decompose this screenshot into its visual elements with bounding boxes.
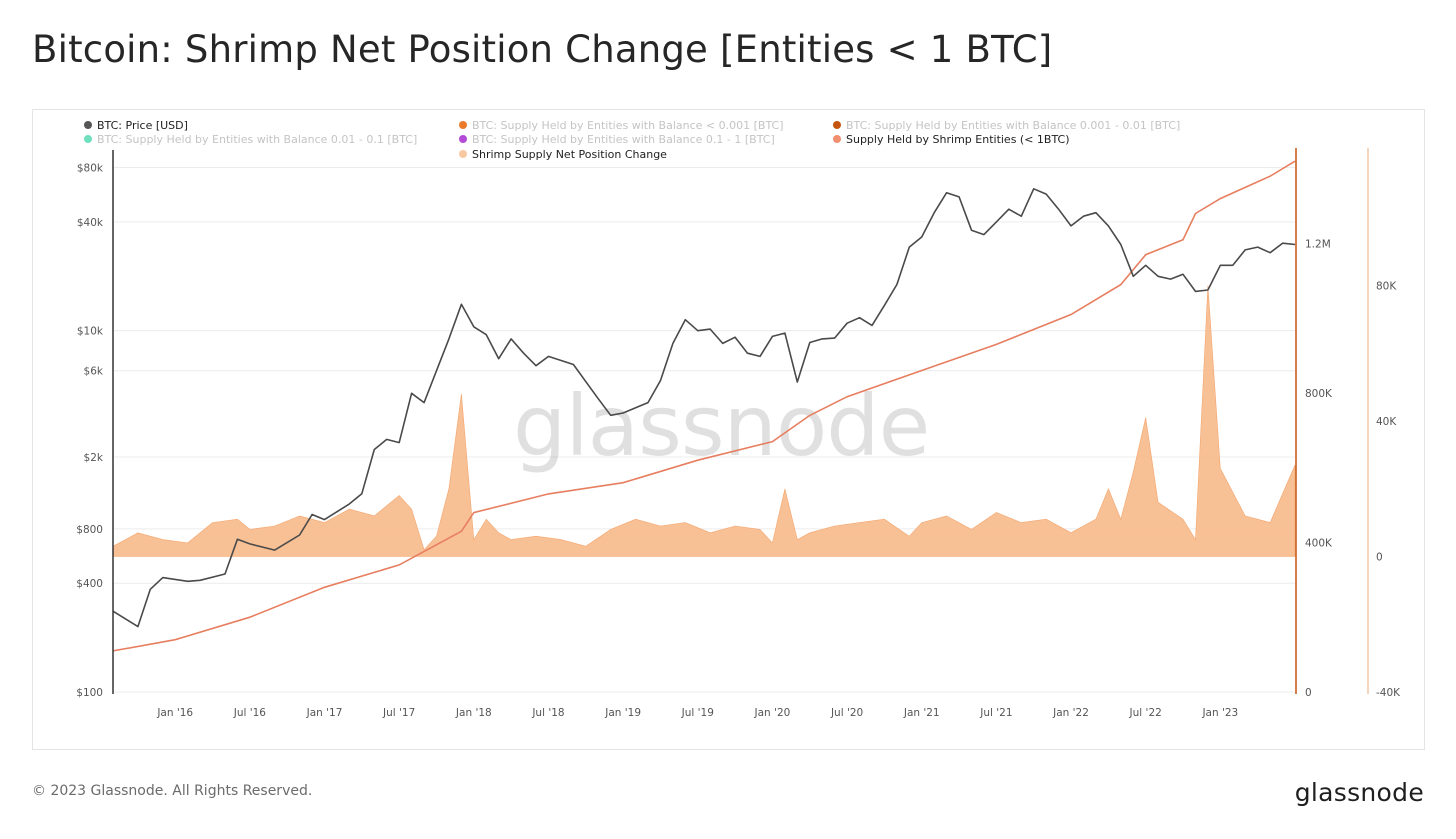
y-right2-tick-label: 40K	[1376, 416, 1397, 428]
legend-marker	[84, 135, 92, 143]
x-tick-label: Jan '22	[1052, 707, 1089, 719]
legend-label: BTC: Supply Held by Entities with Balanc…	[472, 119, 784, 132]
x-tick-label: Jul '19	[681, 707, 714, 719]
legend-label: BTC: Supply Held by Entities with Balanc…	[472, 133, 775, 146]
series-lines	[112, 160, 1296, 652]
legend-label: Shrimp Supply Net Position Change	[472, 148, 667, 161]
legend-item[interactable]: BTC: Price [USD]	[84, 119, 188, 132]
x-tick-label: Jul '18	[531, 707, 564, 719]
legend-marker	[833, 135, 841, 143]
legend-item[interactable]: BTC: Supply Held by Entities with Balanc…	[84, 133, 417, 146]
y-right1-tick-label: 800K	[1305, 388, 1333, 400]
y-left-tick-label: $80k	[77, 163, 104, 175]
legend-label: BTC: Price [USD]	[97, 119, 188, 132]
legend-label: BTC: Supply Held by Entities with Balanc…	[846, 119, 1180, 132]
x-tick-label: Jul '22	[1129, 707, 1162, 719]
legend-item[interactable]: Supply Held by Shrimp Entities (< 1BTC)	[833, 133, 1070, 146]
legend-label: Supply Held by Shrimp Entities (< 1BTC)	[846, 133, 1070, 146]
chart-svg: glassnode $80k $40k $10k $6k $2k $800 $400 $100…	[76, 119, 1401, 719]
y-left-tick-label: $6k	[84, 366, 104, 378]
y-right2-tick-label: 80K	[1376, 281, 1397, 293]
x-tick-label: Jul '21	[979, 707, 1012, 719]
legend-marker	[833, 121, 841, 129]
legend-item[interactable]: BTC: Supply Held by Entities with Balanc…	[459, 119, 784, 132]
x-tick-label: Jul '20	[830, 707, 863, 719]
legend-item[interactable]: BTC: Supply Held by Entities with Balanc…	[833, 119, 1180, 132]
y-right2-tick-label: -40K	[1376, 687, 1401, 699]
y-right2-tick-label: 0	[1376, 552, 1383, 564]
x-tick-label: Jan '18	[455, 707, 492, 719]
btc-price-line	[112, 188, 1296, 628]
legend-marker	[459, 150, 467, 158]
x-tick-label: Jan '21	[903, 707, 940, 719]
legend-item[interactable]: BTC: Supply Held by Entities with Balanc…	[459, 133, 775, 146]
y-left-tick-label: $10k	[77, 326, 104, 338]
y-left-tick-label: $2k	[84, 452, 104, 464]
page-title: Bitcoin: Shrimp Net Position Change [Ent…	[32, 28, 1053, 71]
chart-frame: glassnode $80k $40k $10k $6k $2k $800 $400 $100…	[32, 109, 1425, 750]
y-left-tick-label: $400	[76, 578, 103, 590]
y-right1-tick-label: 1.2M	[1305, 238, 1331, 250]
x-tick-label: Jan '19	[604, 707, 641, 719]
x-tick-label: Jan '16	[156, 707, 193, 719]
y-left-tick-label: $40k	[77, 217, 104, 229]
net-position-change-series	[112, 285, 1296, 557]
x-tick-label: Jul '16	[233, 707, 267, 719]
y-left-tick-label: $800	[76, 524, 103, 536]
x-tick-label: Jul '17	[382, 707, 415, 719]
glassnode-logo[interactable]: glassnode	[1294, 778, 1424, 807]
legend[interactable]: BTC: Price [USD] BTC: Supply Held by Enti…	[84, 119, 1180, 161]
watermark: glassnode	[513, 377, 929, 475]
legend-marker	[459, 121, 467, 129]
y-right1-tick-label: 0	[1305, 687, 1312, 699]
tick-labels: $80k $40k $10k $6k $2k $800 $400 $100 1.2M 800K 40…	[76, 163, 1401, 719]
copyright-text: © 2023 Glassnode. All Rights Reserved.	[32, 783, 313, 799]
y-right1-tick-label: 400K	[1305, 537, 1333, 549]
x-tick-label: Jan '17	[306, 707, 343, 719]
net-position-change-area	[112, 285, 1296, 557]
x-tick-label: Jan '23	[1201, 707, 1238, 719]
axes	[112, 148, 1369, 694]
shrimp-supply-line	[112, 160, 1296, 652]
legend-label: BTC: Supply Held by Entities with Balanc…	[97, 133, 417, 146]
legend-item[interactable]: Shrimp Supply Net Position Change	[459, 148, 667, 161]
legend-marker	[459, 135, 467, 143]
x-tick-label: Jan '20	[754, 707, 791, 719]
legend-marker	[84, 121, 92, 129]
y-left-tick-label: $100	[76, 687, 103, 699]
